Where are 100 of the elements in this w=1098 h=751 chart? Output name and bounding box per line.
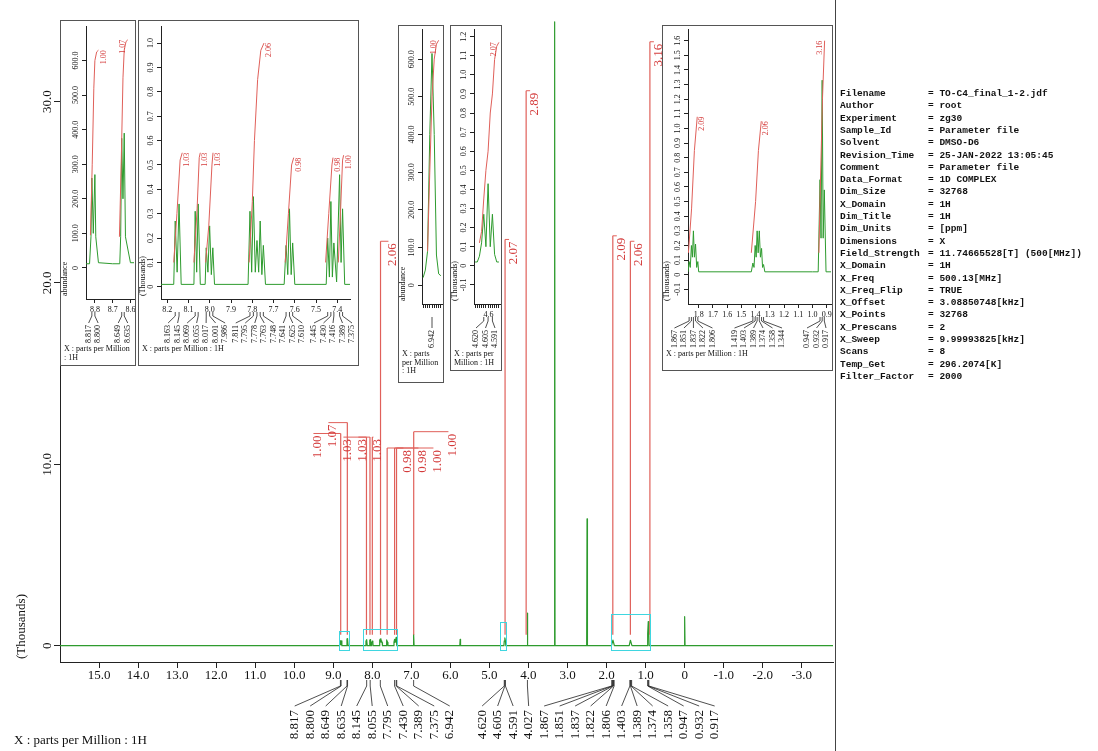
y-tick-label: 0.9 <box>146 62 156 73</box>
annotation: 8.817 <box>83 325 93 343</box>
annotation: 1.07 <box>324 424 340 448</box>
y-tick-label: 30.0 <box>38 90 54 113</box>
annotation: 8.145 <box>348 710 364 740</box>
annotation: 2.89 <box>526 92 542 116</box>
y-tick-label: 1.2 <box>459 31 469 42</box>
annotation: 1.806 <box>707 330 717 348</box>
text: Dim_Title = 1H <box>840 211 951 222</box>
annotation: 6.942 <box>427 330 437 348</box>
annotation: 0.947 <box>802 330 812 348</box>
annotation: 8.163 <box>163 325 173 343</box>
x-tick-label: 12.0 <box>204 666 228 682</box>
text: Comment = Parameter file <box>840 161 1020 173</box>
annotation: 0.917 <box>821 330 831 348</box>
y-tick-label: 0.7 <box>459 127 469 138</box>
text: Revision_Time = 25-JAN-2022 13:05:45 <box>840 149 1054 161</box>
annotation: 7.795 <box>240 325 250 343</box>
x-tick-label: -2.0 <box>752 666 774 682</box>
x-tick-label: 1.1 <box>793 310 804 320</box>
annotation: 2.07 <box>504 240 520 265</box>
x-tick-label: 10.0 <box>282 666 306 682</box>
x-tick-label: 7.0 <box>403 666 420 682</box>
x-tick-label: 8.0 <box>204 305 215 315</box>
x-tick-label: 2.0 <box>598 666 615 682</box>
annotation: 8.649 <box>113 325 123 343</box>
x-tick-label: 11.0 <box>244 666 267 682</box>
y-tick-label: 100.0 <box>407 238 417 257</box>
y-axis-title: (Thousands) <box>138 255 148 296</box>
y-tick-label: 20.0 <box>38 271 54 295</box>
annotation: 4.591 <box>490 330 500 348</box>
annotation: 1.851 <box>551 710 567 740</box>
y-tick-label: 500.0 <box>71 86 81 105</box>
x-tick-label: 3.0 <box>559 666 576 682</box>
annotation: 1.851 <box>679 330 689 348</box>
x-tick-label: 8.1 <box>183 305 194 315</box>
y-tick-label: 0.7 <box>146 111 156 122</box>
y-axis-title: abundance <box>60 261 70 296</box>
x-tick-label: 8.8 <box>89 305 100 315</box>
y-tick-label: -0.1 <box>459 278 469 292</box>
text: Dim_Size = 32768 <box>840 186 968 198</box>
y-tick-label: 0.3 <box>459 203 469 214</box>
annotation: 1.03 <box>213 152 223 167</box>
annotation: 1.03 <box>369 439 385 462</box>
x-tick-label: 13.0 <box>165 666 189 682</box>
annotation: 0.98 <box>293 157 303 172</box>
y-tick-label: 0.9 <box>459 88 469 99</box>
x-tick-label: 7.9 <box>226 305 237 315</box>
annotation: 8.055 <box>363 710 379 740</box>
annotation: 2.09 <box>612 237 628 261</box>
y-tick-label: 500.0 <box>407 87 417 106</box>
x-tick-label: 8.7 <box>107 305 118 315</box>
x-tick-label: 15.0 <box>87 666 111 682</box>
y-tick-label: 10.0 <box>38 452 54 476</box>
y-tick-label: 0.4 <box>673 211 683 222</box>
y-tick-label: 1.4 <box>673 64 683 75</box>
text: X_Prescans = 2 <box>840 321 946 333</box>
x-tick-label: 8.2 <box>162 305 173 315</box>
y-tick-label: 0.7 <box>673 167 683 178</box>
y-tick-label: 300.0 <box>71 155 81 174</box>
annotation: 7.625 <box>287 325 297 343</box>
x-tick-label: 1.0 <box>637 666 654 682</box>
annotation: 4.605 <box>489 710 505 740</box>
text: Sample_Id = Parameter file <box>840 124 1020 136</box>
x-tick-label: 1.4 <box>750 310 761 320</box>
annotation: 3.16 <box>649 43 665 67</box>
annotation: 2.07 <box>489 42 499 57</box>
annotation: 8.055 <box>191 325 201 343</box>
text: Solvent = DMSO-D6 <box>840 137 980 149</box>
x-tick-label: 1.5 <box>736 310 747 320</box>
annotation: 8.001 <box>210 325 220 343</box>
y-tick-label: 1.0 <box>459 69 469 80</box>
x-tick-label: 7.8 <box>247 305 258 315</box>
annotation: 8.800 <box>301 710 317 740</box>
annotation: 1.07 <box>117 39 127 54</box>
x-tick-label: -3.0 <box>791 666 813 682</box>
x-tick-label: 8.6 <box>125 305 136 315</box>
annotation: 7.795 <box>379 710 395 740</box>
text: Field_Strength = 11.74665528[T] (500[MHz]) <box>840 247 1082 259</box>
y-tick-label: 600.0 <box>71 51 81 70</box>
annotation: 4.620 <box>471 330 481 348</box>
y-tick-label: 0.6 <box>459 146 469 157</box>
x-tick-label: 7.5 <box>311 305 322 315</box>
text: Data_Format = 1D COMPLEX <box>840 174 997 186</box>
annotation: 8.800 <box>93 325 103 343</box>
y-tick-label: 1.1 <box>459 50 469 61</box>
annotation: 7.763 <box>259 325 269 343</box>
y-tick-label: 1.0 <box>146 38 156 49</box>
annotation: 8.649 <box>317 710 333 740</box>
y-tick-label: 0.5 <box>146 159 156 170</box>
annotation: 1.389 <box>748 330 758 348</box>
y-axis-title: abundance <box>398 266 408 301</box>
annotation: 0.98 <box>333 157 343 172</box>
y-tick-label: 0.1 <box>673 255 683 266</box>
annotation: 1.374 <box>644 709 660 740</box>
annotation: 1.822 <box>698 330 708 348</box>
annotation: 1.389 <box>628 710 644 740</box>
text: Filename = TO-C4_final_1-2.jdf <box>840 88 1048 99</box>
annotation: 7.416 <box>328 325 338 343</box>
y-tick-label: 1.6 <box>673 35 683 46</box>
